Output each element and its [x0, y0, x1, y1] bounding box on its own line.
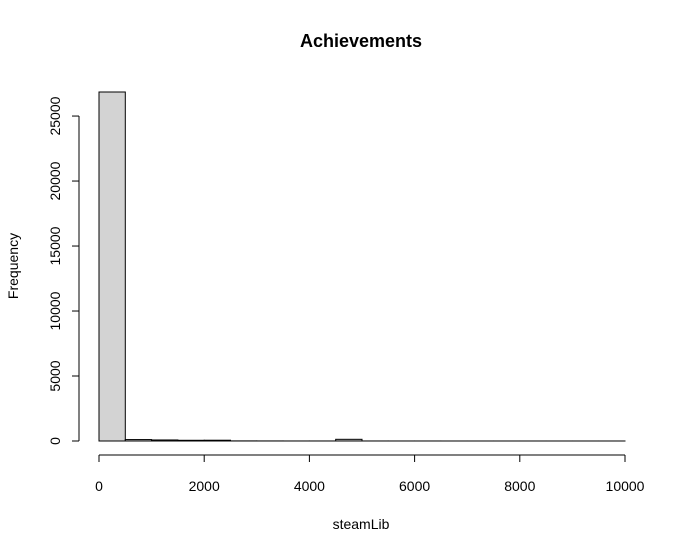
histogram-bar — [98, 91, 126, 442]
histogram-bar — [124, 439, 153, 442]
y-tick-label: 25000 — [47, 96, 63, 135]
y-axis: 0 5000 10000 15000 20000 25000 — [47, 96, 80, 445]
x-tick-label: 2000 — [189, 478, 220, 494]
histogram-bar — [203, 439, 231, 442]
y-tick-label: 15000 — [47, 226, 63, 265]
y-tick-label: 0 — [47, 437, 63, 445]
y-tick-label: 20000 — [47, 161, 63, 200]
x-tick-label: 6000 — [399, 478, 430, 494]
y-tick-label: 10000 — [47, 291, 63, 330]
x-axis: 0 2000 4000 6000 8000 10000 — [95, 454, 645, 494]
x-tick-label: 8000 — [504, 478, 535, 494]
x-tick-label: 0 — [95, 478, 103, 494]
chart-title: Achievements — [300, 31, 422, 51]
histogram-bar — [335, 438, 363, 442]
x-axis-label: steamLib — [333, 516, 390, 532]
y-axis-label: Frequency — [5, 233, 21, 299]
x-tick-label: 10000 — [606, 478, 645, 494]
histogram-bar — [177, 439, 205, 442]
bars-group — [98, 91, 626, 442]
y-tick-label: 5000 — [47, 360, 63, 391]
histogram-bar — [151, 439, 179, 442]
x-tick-label: 4000 — [294, 478, 325, 494]
